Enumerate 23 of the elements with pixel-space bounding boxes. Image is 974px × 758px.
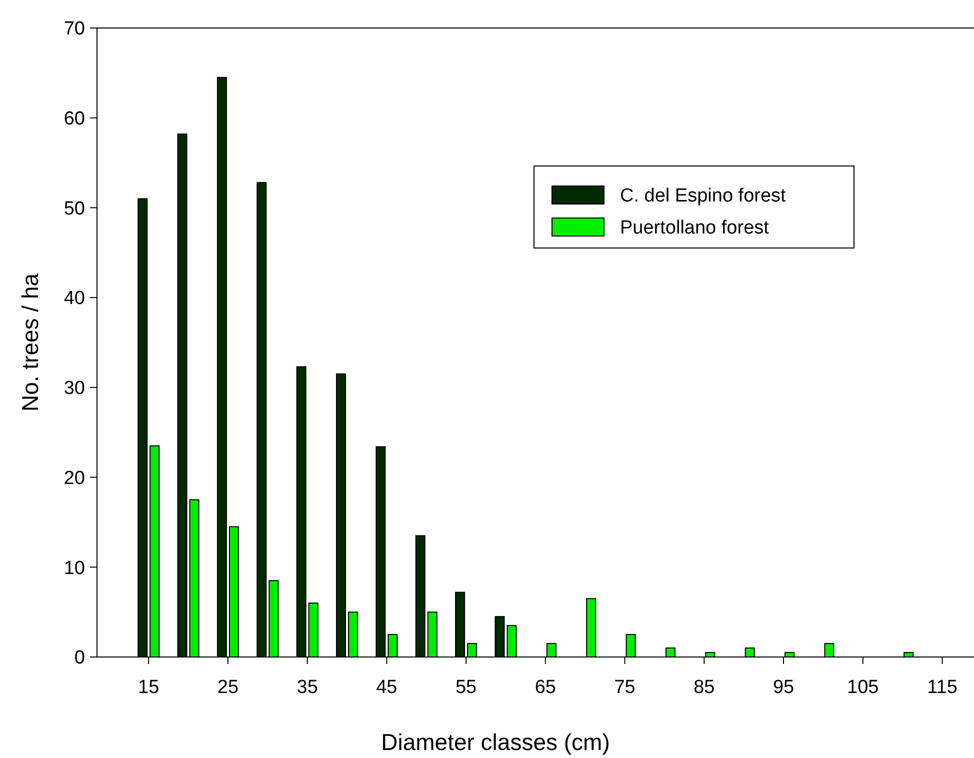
- x-tick-label: 85: [694, 677, 715, 698]
- x-tick-label: 95: [772, 677, 794, 698]
- legend-label: Puertollano forest: [620, 218, 770, 239]
- y-tick-label: 20: [64, 468, 85, 489]
- x-tick-label: 45: [376, 677, 398, 698]
- y-tick-label: 0: [74, 648, 85, 669]
- y-tick-label: 30: [64, 378, 85, 400]
- x-tick-label: 105: [847, 677, 879, 698]
- y-tick-label: 60: [64, 108, 85, 130]
- x-tick-label: 35: [296, 677, 318, 698]
- x-tick-label: 25: [217, 677, 239, 698]
- legend-label: C. del Espino forest: [620, 186, 787, 207]
- x-axis-title: Diameter classes (cm): [381, 729, 610, 755]
- y-tick-label: 70: [64, 18, 85, 40]
- y-axis-title: No. trees / ha: [17, 273, 43, 412]
- y-tick-label: 50: [64, 198, 85, 220]
- x-tick-label: 75: [614, 677, 636, 698]
- x-tick-label: 65: [534, 677, 556, 698]
- x-tick-label: 115: [927, 677, 958, 698]
- y-tick-label: 40: [64, 288, 85, 310]
- x-tick-label: 15: [138, 677, 160, 698]
- y-tick-label: 10: [64, 558, 85, 579]
- x-tick-label: 55: [455, 677, 477, 698]
